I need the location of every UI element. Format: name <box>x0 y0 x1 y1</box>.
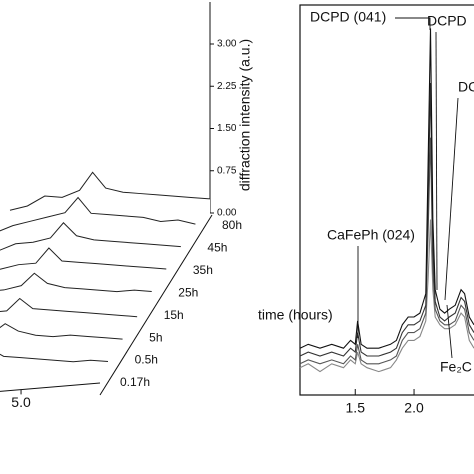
x-axis <box>0 382 101 392</box>
z-tick-label: 1.50 <box>217 123 237 134</box>
z-tick-label: 3.00 <box>217 39 237 50</box>
trace <box>0 353 109 363</box>
time-tick-label: 35h <box>193 263 213 277</box>
annotation: CaFePh (024) <box>327 227 415 243</box>
trace <box>0 323 123 340</box>
line <box>299 82 474 357</box>
time-axis-label: time (hours) <box>258 307 333 323</box>
trace <box>0 196 196 232</box>
time-tick-label: 15h <box>164 308 184 322</box>
plot-frame <box>299 4 474 396</box>
x-tick-label: 1.5 <box>346 400 366 416</box>
trace <box>0 297 138 318</box>
z-axis-label: diffraction intensity (a.u.) <box>237 39 253 191</box>
annotation-line <box>435 31 438 291</box>
annotation-line <box>444 97 459 301</box>
time-tick-label: 80h <box>222 218 242 232</box>
time-tick-label: 0.17h <box>120 375 150 389</box>
annotation-line <box>395 17 431 30</box>
annotation: DCPD <box>427 13 467 29</box>
time-tick-label: 0.5h <box>135 353 158 367</box>
annotation: Fe₂C <box>440 359 472 375</box>
trace <box>0 272 152 293</box>
time-axis <box>99 214 213 396</box>
time-tick-label: 5h <box>149 330 162 344</box>
trace <box>0 247 167 270</box>
trace <box>0 222 181 251</box>
x-tick-label: 2.0 <box>404 400 424 416</box>
trace-fill <box>0 354 108 380</box>
time-tick-label: 25h <box>178 285 198 299</box>
annotation: DCPD (041) <box>310 9 386 25</box>
line <box>299 219 474 373</box>
trace <box>9 171 211 211</box>
annotation: DC <box>458 79 474 95</box>
line <box>299 137 474 365</box>
trace-fill <box>0 298 138 337</box>
time-tick-label: 45h <box>207 241 227 255</box>
line <box>299 28 474 349</box>
x-tick-label: 5.0 <box>11 394 31 410</box>
z-tick-label: 0.75 <box>217 165 237 176</box>
trace-fill <box>0 273 152 316</box>
z-tick-label: 2.25 <box>217 81 237 92</box>
trace-fill <box>0 323 123 358</box>
annotation-line <box>446 304 453 359</box>
z-tick-label: 0.00 <box>217 208 237 219</box>
